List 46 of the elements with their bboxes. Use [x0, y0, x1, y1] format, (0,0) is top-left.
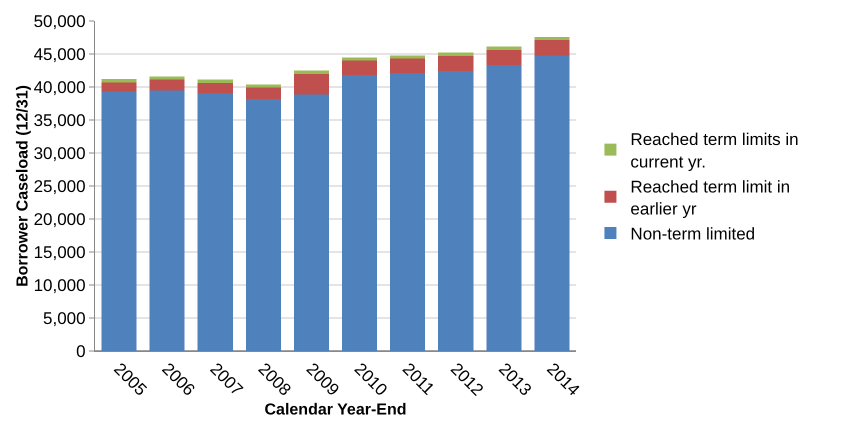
bar: [486, 46, 522, 50]
bar: [534, 36, 570, 40]
bar: [294, 94, 330, 351]
y-tick-label: 45,000: [34, 44, 86, 64]
y-axis-title: Borrower Caseload (12/31): [14, 85, 32, 287]
bar: [438, 71, 474, 351]
bar: [246, 88, 281, 99]
y-tick-label: 10,000: [34, 276, 86, 295]
bar: [101, 79, 137, 82]
bar: [246, 98, 281, 351]
bar: [198, 94, 233, 351]
bar: [534, 40, 570, 56]
y-tick-label: 30,000: [34, 144, 86, 163]
y-tick-label: 25,000: [34, 176, 86, 196]
bar: [486, 65, 522, 351]
y-tick-label: 50,000: [34, 12, 86, 31]
bar: [294, 70, 330, 74]
bar: [390, 55, 426, 59]
y-tick-label: 20,000: [34, 210, 86, 229]
legend-label: Non-term limited: [630, 224, 756, 244]
y-tick-label: 5,000: [43, 308, 86, 328]
bar: [150, 90, 185, 351]
bar: [438, 52, 474, 56]
bar: [534, 55, 570, 351]
bar: [390, 58, 426, 74]
bar: [101, 92, 137, 351]
y-tick-label: 35,000: [34, 110, 86, 130]
bar: [294, 74, 330, 94]
bar: [342, 75, 378, 351]
bar: [150, 76, 185, 80]
bar: [198, 83, 233, 94]
bar: [486, 50, 522, 66]
bar: [101, 82, 137, 92]
legend-label: Reached term limit in earlier yr: [630, 177, 790, 218]
bar: [198, 80, 233, 84]
x-axis-title: Calendar Year-End: [264, 401, 406, 418]
bar: [342, 60, 378, 76]
legend-label: Reached term limits in current yr.: [630, 130, 799, 172]
y-tick-label: 40,000: [34, 78, 86, 97]
bar: [246, 84, 281, 88]
bar: [438, 56, 474, 72]
bar: [150, 80, 185, 90]
y-tick-label: 0: [76, 342, 86, 361]
bar: [342, 57, 378, 61]
y-tick-label: 15,000: [34, 242, 86, 262]
bar: [390, 73, 426, 351]
